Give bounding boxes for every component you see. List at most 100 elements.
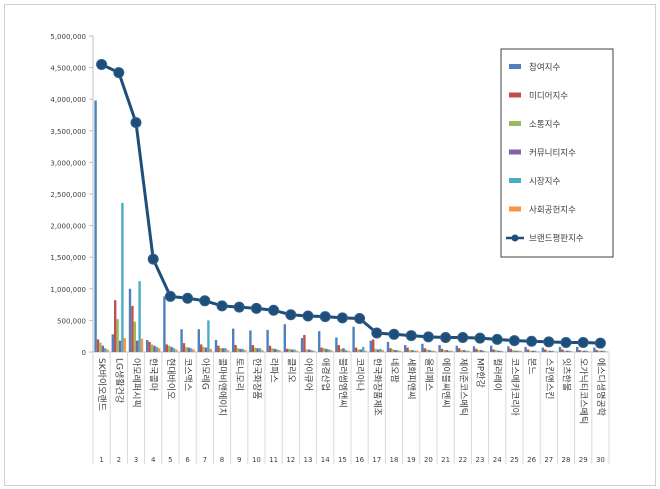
bar-5-10 xyxy=(258,348,262,352)
category-label-1: SK바이오랜드 xyxy=(96,358,107,411)
brand-index-point-4 xyxy=(147,253,159,265)
bar-4-24 xyxy=(497,350,500,352)
bar-3-14 xyxy=(322,348,326,352)
brand-index-point-2 xyxy=(113,67,125,79)
category-label-8: 콜마비앤에이치 xyxy=(217,358,229,416)
bar-4-18 xyxy=(394,350,397,352)
bar-6-18 xyxy=(398,350,402,352)
rank-label-3: 3 xyxy=(134,456,138,464)
bar-5-20 xyxy=(430,350,434,352)
bar-1-2 xyxy=(111,334,114,352)
rank-label-10: 10 xyxy=(252,456,261,464)
category-label-6: 코스맥스 xyxy=(182,358,193,391)
rank-label-17: 17 xyxy=(372,456,381,464)
bar-4-4 xyxy=(153,345,156,352)
category-label-7: 아모레G xyxy=(199,358,210,390)
bar-5-18 xyxy=(396,350,399,352)
y-tick-label: 0 xyxy=(82,349,86,357)
rank-label-6: 6 xyxy=(185,456,190,464)
legend-label-4: 커뮤니티지수 xyxy=(529,148,576,159)
bar-6-14 xyxy=(330,350,333,352)
bar-2-17 xyxy=(372,339,375,352)
bar-2-21 xyxy=(440,348,444,352)
brand-index-point-8 xyxy=(216,300,228,312)
bar-3-27 xyxy=(546,350,549,352)
bar-2-10 xyxy=(251,345,254,352)
bar-4-6 xyxy=(187,347,190,352)
bar-2-16 xyxy=(354,347,358,352)
bar-6-11 xyxy=(278,350,281,352)
rank-label-12: 12 xyxy=(286,456,295,464)
category-label-26: 본느 xyxy=(526,358,537,375)
category-label-2: LG생활건강 xyxy=(113,358,125,403)
y-tick-label: 3,000,000 xyxy=(50,159,86,167)
bar-2-18 xyxy=(389,348,392,352)
bar-5-1 xyxy=(104,348,107,352)
legend-label-6: 사회공헌지수 xyxy=(529,206,576,216)
bar-4-11 xyxy=(273,348,276,352)
category-label-5: 현대바이오 xyxy=(165,358,176,399)
bar-2-5 xyxy=(165,344,168,352)
bar-2-13 xyxy=(303,334,306,352)
bar-3-16 xyxy=(357,349,360,352)
bar-6-1 xyxy=(106,349,109,352)
bar-3-29 xyxy=(580,350,584,352)
brand-index-point-28 xyxy=(560,337,572,349)
bar-6-24 xyxy=(502,351,505,352)
bar-1-11 xyxy=(266,329,269,352)
bar-2-27 xyxy=(544,349,547,352)
brand-index-point-19 xyxy=(405,330,417,342)
rank-label-16: 16 xyxy=(355,456,364,464)
bar-5-7 xyxy=(207,320,210,352)
bar-2-23 xyxy=(475,348,478,352)
brand-index-point-23 xyxy=(474,332,486,344)
bar-3-13 xyxy=(305,349,308,352)
y-tick-label: 5,000,000 xyxy=(50,33,86,41)
bar-2-3 xyxy=(131,305,134,352)
bar-5-19 xyxy=(413,350,416,352)
bar-4-30 xyxy=(600,350,603,352)
brand-index-point-3 xyxy=(130,117,142,129)
bar-4-3 xyxy=(136,340,139,352)
rank-label-13: 13 xyxy=(304,456,313,464)
rank-label-14: 14 xyxy=(321,456,330,464)
rank-label-19: 19 xyxy=(407,456,416,464)
brand-index-point-18 xyxy=(388,328,400,340)
bar-5-23 xyxy=(482,350,485,352)
bar-5-8 xyxy=(224,348,227,352)
legend-label-5: 시장지수 xyxy=(529,176,560,187)
rank-label-7: 7 xyxy=(203,456,207,464)
legend-swatch-5 xyxy=(509,178,521,183)
bar-3-19 xyxy=(408,350,412,352)
bars-layer xyxy=(94,100,608,353)
bar-3-26 xyxy=(529,350,532,352)
brand-index-point-5 xyxy=(164,290,176,302)
bar-1-26 xyxy=(524,346,527,352)
bar-6-12 xyxy=(295,350,298,352)
bar-3-11 xyxy=(271,348,274,352)
bar-4-22 xyxy=(462,350,466,352)
bar-6-9 xyxy=(244,350,247,352)
bar-3-25 xyxy=(512,350,515,352)
bar-4-25 xyxy=(514,350,517,352)
bar-5-5 xyxy=(172,348,176,352)
bar-4-10 xyxy=(256,348,259,352)
brand-index-point-11 xyxy=(268,304,280,316)
bar-5-26 xyxy=(534,350,537,352)
bar-1-15 xyxy=(335,337,338,352)
rank-label-1: 1 xyxy=(99,456,103,464)
legend-swatch-2 xyxy=(509,92,521,98)
y-tick-label: 4,000,000 xyxy=(50,96,86,104)
bar-4-28 xyxy=(566,350,569,352)
legend-label-3: 소통지수 xyxy=(529,120,560,130)
bar-2-29 xyxy=(578,350,581,352)
bar-6-8 xyxy=(226,350,230,352)
rank-label-4: 4 xyxy=(151,456,156,464)
bar-5-17 xyxy=(379,348,382,352)
y-tick-label: 1,500,000 xyxy=(50,254,86,262)
bar-2-22 xyxy=(458,348,461,352)
bar-1-10 xyxy=(249,330,252,352)
bar-2-14 xyxy=(320,347,323,352)
category-label-21: 에이블씨엔씨 xyxy=(440,358,451,408)
